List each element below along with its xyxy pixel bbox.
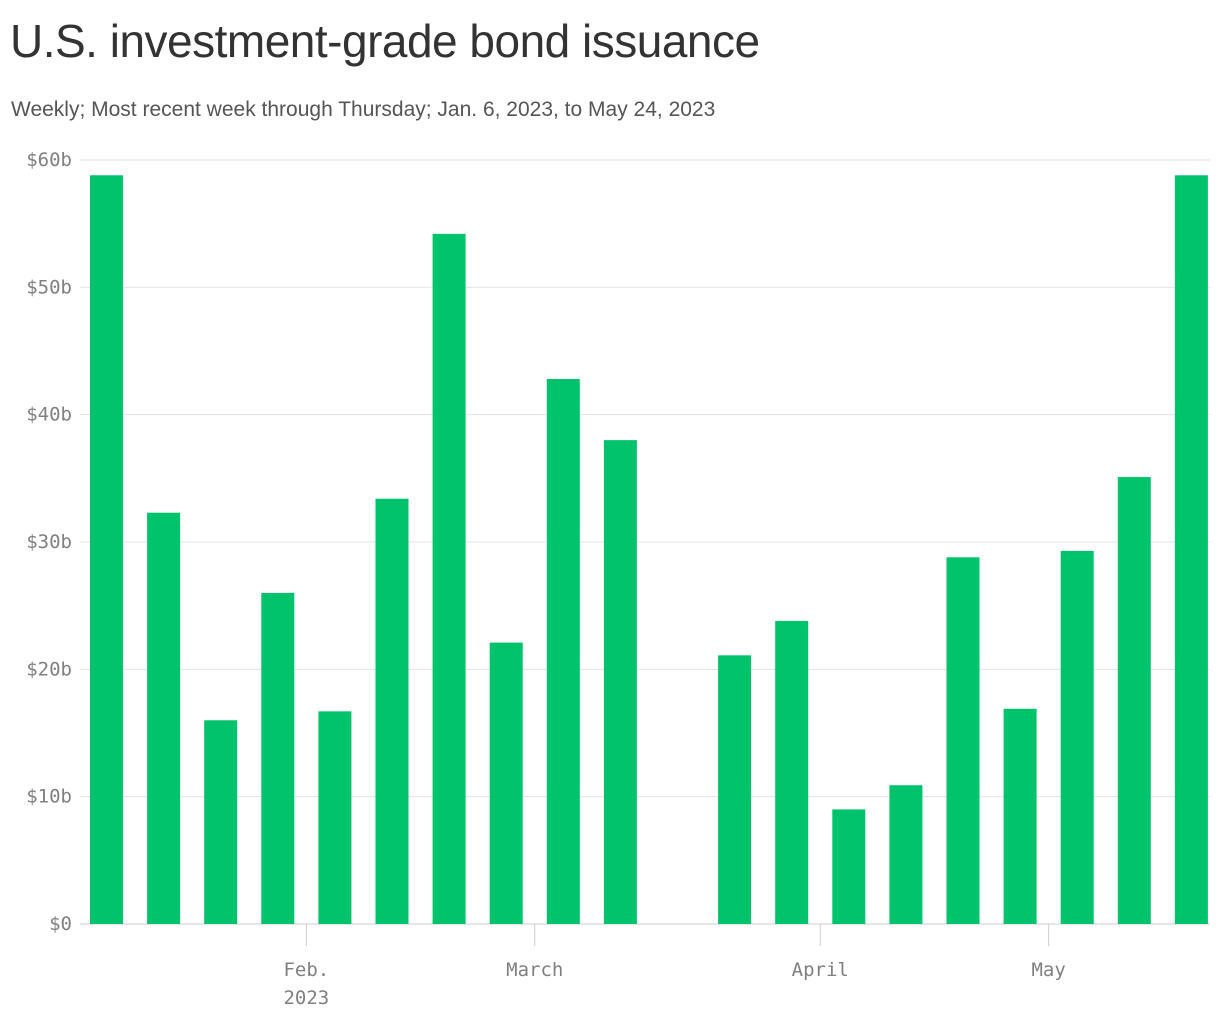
- gridlines: [80, 159, 1210, 925]
- bar: [261, 592, 295, 924]
- bar: [832, 809, 866, 924]
- bar: [147, 512, 181, 924]
- chart-title: U.S. investment-grade bond issuance: [10, 15, 760, 67]
- bar: [1117, 477, 1151, 924]
- bars: [90, 175, 1208, 925]
- bar: [489, 642, 523, 924]
- bar: [90, 175, 123, 924]
- bar: [1174, 175, 1208, 924]
- bar: [603, 440, 637, 924]
- bar: [432, 233, 466, 924]
- bar: [889, 785, 923, 924]
- bar: [775, 620, 809, 924]
- bar: [946, 557, 980, 924]
- y-tick-label: $30b: [26, 531, 72, 553]
- x-tick-label: April: [792, 959, 849, 981]
- y-tick-label: $20b: [26, 658, 72, 680]
- bar: [546, 379, 580, 925]
- bar: [375, 498, 409, 924]
- bar: [1060, 550, 1094, 924]
- y-tick-label: $10b: [26, 786, 72, 808]
- x-tick-label: Feb.: [283, 959, 329, 981]
- y-tick-label: $60b: [26, 149, 72, 171]
- x-tick-label: March: [506, 959, 563, 981]
- x-tick-label: May: [1031, 959, 1065, 981]
- x-tick-label-year: 2023: [283, 987, 329, 1009]
- bar: [1003, 708, 1037, 924]
- chart-subtitle: Weekly; Most recent week through Thursda…: [11, 98, 716, 121]
- y-tick-label: $40b: [26, 404, 72, 426]
- bar: [318, 711, 352, 924]
- x-axis: Feb. 2023 March April May: [283, 924, 1066, 1009]
- y-axis: $0 $10b $20b $30b $40b $50b $60b: [26, 149, 72, 935]
- y-tick-label: $50b: [26, 276, 72, 298]
- bar: [204, 720, 238, 924]
- bar: [718, 655, 752, 924]
- y-tick-label: $0: [49, 913, 72, 935]
